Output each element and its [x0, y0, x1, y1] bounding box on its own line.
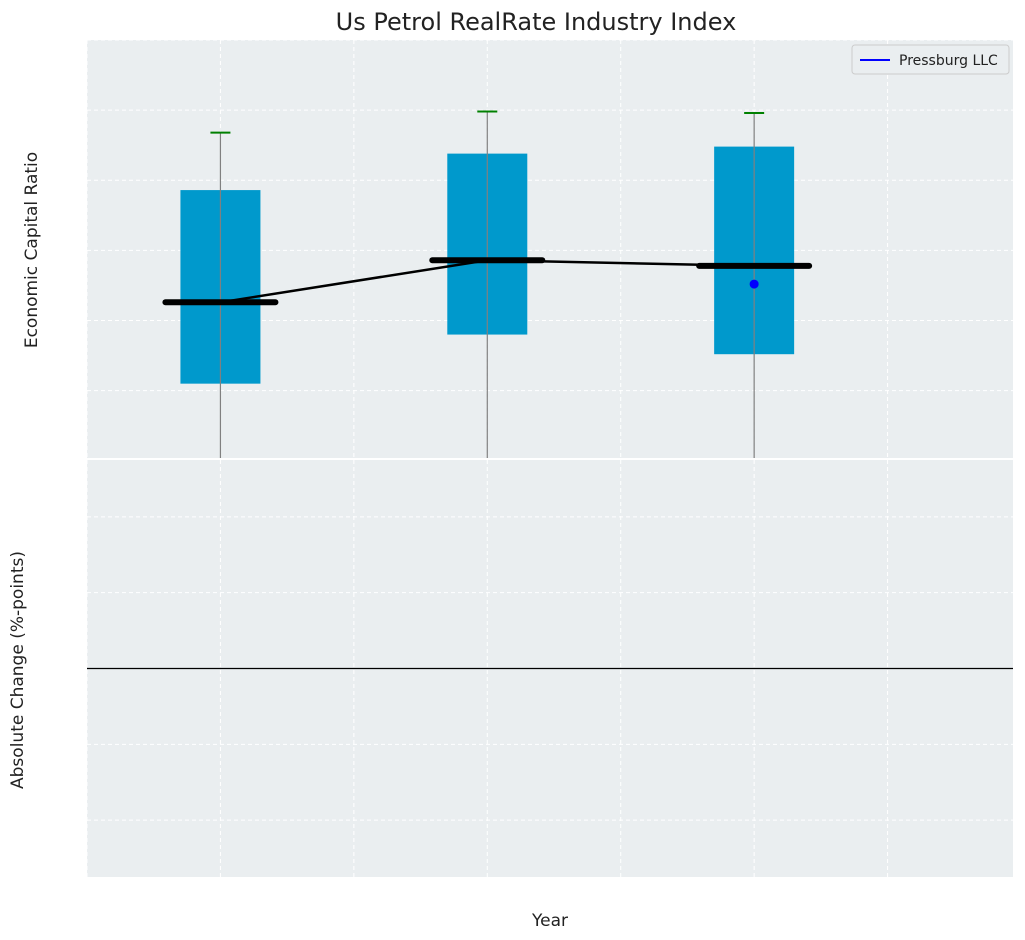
company-point-2019: [749, 279, 759, 289]
bottom-panel: Absolute Change (%-points) Year: [8, 460, 1013, 931]
top-panel: Us Petrol RealRate Industry Index Econom…: [22, 8, 1013, 458]
legend-box: [851, 44, 1010, 75]
legend[interactable]: Pressburg LLC: [851, 44, 1010, 75]
top-grid: [86, 39, 1013, 458]
chart-title: Us Petrol RealRate Industry Index: [336, 8, 737, 36]
x-axis-label: Year: [531, 911, 568, 931]
legend-label-pressburg: Pressburg LLC: [899, 53, 998, 69]
top-marks: [162, 110, 813, 458]
bottom-y-axis-label: Absolute Change (%-points): [8, 551, 28, 789]
top-y-axis-label: Economic Capital Ratio: [22, 152, 42, 348]
